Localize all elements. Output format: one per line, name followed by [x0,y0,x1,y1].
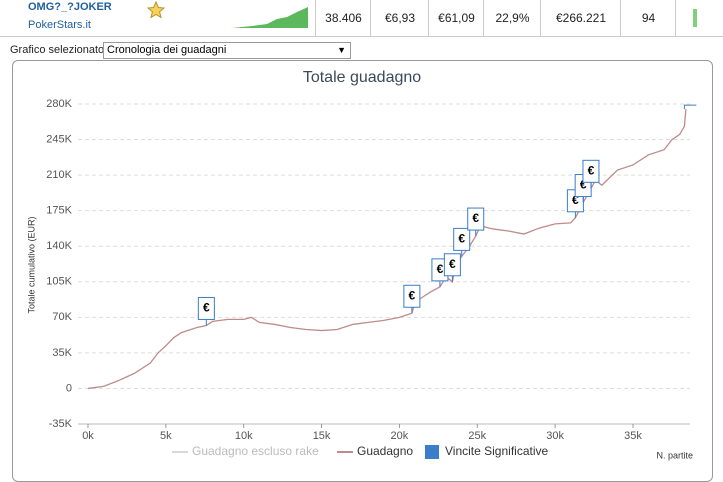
cell: 38.406 [315,0,371,36]
dropdown-arrow: ▼ [337,45,346,55]
marker-label: € [409,288,416,302]
marker-box [467,207,485,231]
x-tick-label: 30k [546,430,564,442]
x-tick-label: 20k [391,430,409,442]
cell: 94 [620,0,676,36]
marker-box [403,284,421,308]
marker-box [197,296,215,320]
cell: 22,9% [483,0,541,36]
chart-title: Totale guadagno [303,69,421,86]
cell: €61,09 [428,0,484,36]
cell [675,0,723,36]
y-tick-label: 0 [66,382,72,394]
x-tick-label: 5k [160,430,172,442]
x-tick-label: 0k [82,430,94,442]
marker-label: € [472,211,479,225]
marker-box [582,159,600,183]
marker-box [443,253,461,277]
header-row: OMG?_?JOKER PokerStars.it 38.406 €6,93 €… [0,0,723,37]
site-name[interactable]: PokerStars.it [28,19,91,31]
marker-label: € [458,232,465,246]
y-tick-label: 105K [46,276,72,288]
star-icon[interactable] [147,1,165,19]
y-tick-label: 210K [46,169,72,181]
marker-label: € [449,257,456,271]
marker-label: € [588,163,595,177]
selector-label: Grafico selezionato [10,44,105,56]
y-axis-label: Totale cumulativo (EUR) [26,216,36,313]
cell: €266.221 [540,0,621,36]
cell: €6,93 [370,0,429,36]
win-marker: € [197,296,215,326]
win-marker: € [467,207,485,237]
y-tick-label: 35K [52,347,72,359]
y-tick-label: 245K [46,133,72,145]
marker-box [453,227,471,251]
chart: Totale guadagno Totale cumulativo (EUR) … [26,69,697,460]
win-marker: € [443,253,461,282]
legend-label: Vincite Significative [445,444,548,458]
marker-label: € [572,193,579,207]
player-name[interactable]: OMG?_?JOKER [28,1,112,13]
x-axis-label: N. partite [656,450,693,460]
y-tick-label: 280K [46,98,72,110]
sparkline [232,7,308,28]
line-series [87,109,687,390]
selector[interactable]: Cronologia dei guadagni ▼ [103,42,351,59]
legend-label: Guadagno [357,444,413,458]
x-tick-label: 25k [468,430,486,442]
y-tick-label: 140K [46,240,72,252]
win-marker: € [453,227,471,257]
win-marker: € [403,284,421,314]
x-tick-label: 15k [313,430,331,442]
y-tick-label: -35K [49,418,73,430]
mini-bar [693,9,697,27]
x-tick-label: 10k [235,430,253,442]
y-tick-label: 70K [52,311,72,323]
win-marker: € [582,159,600,189]
selector-value: Cronologia dei guadagni [107,44,227,56]
legend-swatch [425,445,439,459]
marker-label: € [580,178,587,192]
win-marker [683,104,697,110]
legend-label: Guadagno escluso rake [192,444,319,458]
marker-label: € [203,301,210,315]
marker-label: € [437,262,444,276]
x-tick-label: 35k [624,430,642,442]
marker-flag [683,104,697,110]
y-tick-label: 175K [46,205,72,217]
